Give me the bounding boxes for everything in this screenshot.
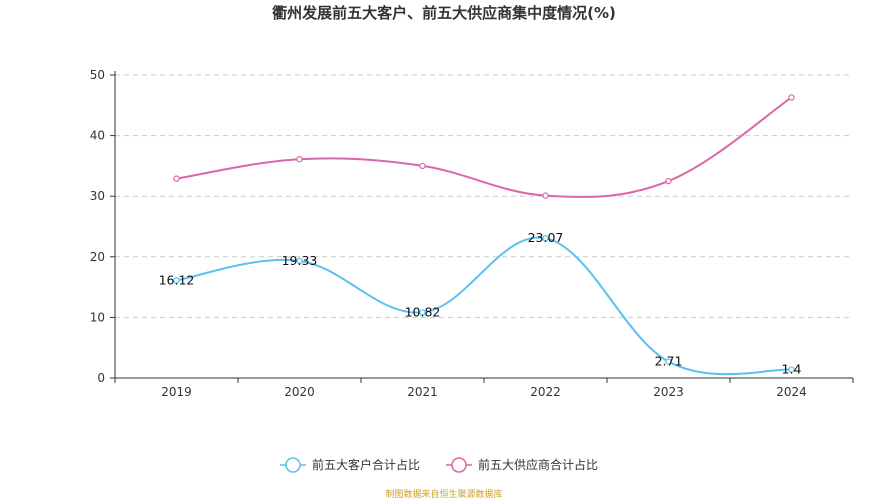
legend-label: 前五大客户合计占比 xyxy=(312,457,420,472)
series-1-point-2023[interactable] xyxy=(665,177,672,185)
source-note: 制图数据来自恒生聚源数据库 xyxy=(385,488,502,500)
series-1-point-2022[interactable] xyxy=(542,192,549,199)
x-tick-label-2019: 2019 xyxy=(161,385,192,399)
axis-layer: 0 10 20 30 40 50 2019 2020 2021 2022 2023 2024 xyxy=(90,68,854,399)
legend-label: 前五大供应商合计占比 xyxy=(478,457,598,472)
series-1-point-2021[interactable] xyxy=(419,162,426,170)
y-tick-label: 50 xyxy=(90,68,105,82)
series-0-label-2024: 1.4 xyxy=(782,362,802,377)
series-0-label-2022: 23.07 xyxy=(528,230,564,245)
series-0-point-2020[interactable] xyxy=(296,257,303,265)
y-tick-label: 0 xyxy=(97,371,105,385)
series-0-point-2023[interactable] xyxy=(665,358,672,365)
y-tick-label: 10 xyxy=(90,310,105,324)
grid-layer xyxy=(115,74,853,318)
x-tick-label-2020: 2020 xyxy=(284,385,315,399)
series-1-point-2019[interactable] xyxy=(173,175,180,182)
series-line-1 xyxy=(176,96,793,198)
series-0-point-2024[interactable] xyxy=(788,366,795,373)
series-0-point-2022[interactable] xyxy=(542,234,549,242)
series-1-point-2024[interactable] xyxy=(788,94,795,101)
series-line-0 xyxy=(176,236,792,376)
series-0-point-2021[interactable] xyxy=(419,309,426,316)
y-tick-label: 20 xyxy=(90,250,105,264)
y-tick-label: 30 xyxy=(90,189,105,203)
series-1-point-2020[interactable] xyxy=(296,156,303,163)
x-tick-label-2021: 2021 xyxy=(407,385,438,399)
x-tick-label-2022: 2022 xyxy=(530,385,561,399)
legend-item-0[interactable]: 前五大客户合计占比 xyxy=(280,457,420,473)
legend-swatch-marker xyxy=(451,457,467,473)
series-0-point-2019[interactable] xyxy=(173,277,180,284)
series-0-label-2019: 16.12 xyxy=(159,272,195,287)
label-layer: 16.12 19.33 10.82 23.07 2.71 1.4 xyxy=(159,230,802,376)
series-0-label-2021: 10.82 xyxy=(405,304,441,319)
series-0-label-2020: 19.33 xyxy=(282,253,318,268)
series-layer xyxy=(173,94,795,376)
x-tick-label-2023: 2023 xyxy=(653,385,684,399)
series-0-label-2023: 2.71 xyxy=(655,354,683,369)
x-tick-label-2024: 2024 xyxy=(776,385,807,399)
legend-swatch-marker xyxy=(285,457,301,473)
legend[interactable]: 前五大客户合计占比 前五大供应商合计占比 xyxy=(280,457,598,473)
chart-title: 衢州发展前五大客户、前五大供应商集中度情况(%) xyxy=(272,4,616,22)
legend-item-1[interactable]: 前五大供应商合计占比 xyxy=(446,457,598,473)
y-tick-label: 40 xyxy=(90,129,105,143)
